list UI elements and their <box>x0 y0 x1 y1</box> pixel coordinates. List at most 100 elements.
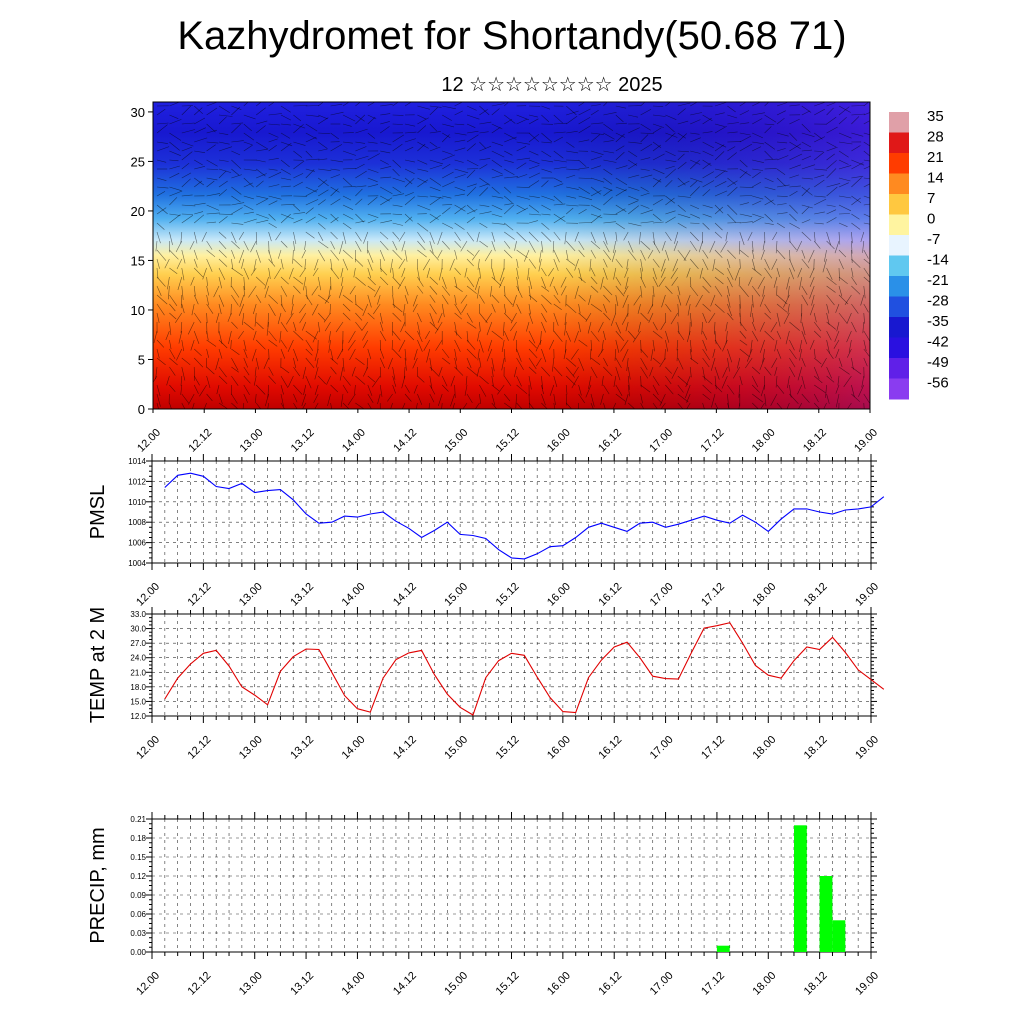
wind-barb <box>699 267 703 279</box>
wind-barb <box>565 339 567 353</box>
wind-barb <box>801 132 815 137</box>
wind-barb <box>176 258 183 270</box>
wind-barb <box>305 150 313 158</box>
wind-barb <box>169 102 180 107</box>
wind-barb <box>603 285 613 296</box>
wind-barb <box>838 195 852 199</box>
wind-barb <box>268 168 278 171</box>
wind-barb <box>590 122 604 125</box>
wind-barb <box>316 357 319 368</box>
wind-barb <box>268 249 273 264</box>
wind-barb <box>603 303 607 313</box>
wind-barb <box>541 231 552 242</box>
wind-barb <box>288 267 294 280</box>
wind-barb <box>824 249 827 262</box>
wind-barb <box>611 249 617 263</box>
wind-barb <box>590 240 601 250</box>
wind-barb <box>305 375 312 389</box>
wind-barb <box>454 174 466 179</box>
wind-barb <box>342 402 350 409</box>
wind-barb <box>851 231 853 244</box>
wind-barb <box>293 181 303 188</box>
wind-barb <box>702 213 712 218</box>
wind-barb <box>280 258 284 270</box>
wind-barb <box>590 190 602 197</box>
wind-barb <box>328 339 331 353</box>
wind-barb <box>501 339 505 353</box>
wind-barb <box>206 303 214 314</box>
wind-barb <box>541 132 553 143</box>
x-tick-label: 17.00 <box>648 734 676 762</box>
wind-barb <box>640 132 654 134</box>
wind-barb <box>702 330 708 340</box>
wind-barb <box>305 158 320 161</box>
wind-barb <box>355 155 369 161</box>
wind-barb <box>862 321 865 334</box>
wind-barb <box>838 357 843 367</box>
wind-barb <box>727 357 730 372</box>
wind-barb <box>603 312 611 321</box>
wind-barb <box>367 114 377 120</box>
wind-barb <box>379 384 383 397</box>
wind-barb <box>750 339 753 353</box>
wind-barb <box>677 357 684 370</box>
wind-barb <box>466 366 478 376</box>
wind-barb <box>425 330 431 339</box>
wind-barb <box>851 213 860 220</box>
wind-barb <box>503 321 505 336</box>
wind-barb <box>305 168 315 172</box>
wind-barb <box>377 393 381 405</box>
wind-barb <box>727 402 730 409</box>
wind-barb <box>213 285 220 298</box>
wind-barb <box>355 170 367 179</box>
wind-barb <box>590 276 598 285</box>
wind-barb <box>702 348 710 361</box>
wind-barb <box>528 114 538 118</box>
wind-barb <box>429 249 439 261</box>
colorbar-label: 14 <box>927 170 944 187</box>
wind-barb <box>528 366 537 374</box>
wind-barb <box>462 402 468 409</box>
wind-barb <box>752 168 764 171</box>
wind-barb <box>187 321 195 335</box>
wind-barb <box>305 339 314 351</box>
wind-barb <box>218 339 228 349</box>
wind-barb <box>752 146 762 152</box>
wind-barb <box>181 122 195 125</box>
wind-barb <box>553 330 563 342</box>
wind-barb <box>194 127 206 134</box>
wind-barb <box>625 321 629 332</box>
wind-barb <box>218 159 229 162</box>
wind-barb <box>670 267 679 279</box>
wind-barb <box>528 393 530 408</box>
wind-barb <box>268 113 283 116</box>
wind-barb <box>762 240 765 251</box>
wind-barb <box>231 393 238 404</box>
wind-barb <box>764 123 775 126</box>
wind-barb <box>268 102 275 107</box>
wind-barb <box>772 231 778 241</box>
wind-barb <box>380 220 393 224</box>
wind-barb <box>231 348 240 356</box>
wind-barb <box>590 330 600 342</box>
wind-barb <box>243 267 250 280</box>
wind-barb <box>838 285 843 297</box>
wind-barb <box>218 249 227 258</box>
wind-barb <box>809 285 815 299</box>
wind-barb <box>479 158 491 161</box>
wind-barb <box>153 330 158 343</box>
wind-barb <box>665 165 675 170</box>
wind-barb <box>417 321 421 335</box>
y-tick-label: 10 <box>131 303 145 318</box>
wind-barb <box>714 375 717 390</box>
wind-barb <box>660 267 666 278</box>
wind-barb <box>563 348 567 360</box>
wind-barb <box>797 366 803 381</box>
wind-barb <box>218 105 230 113</box>
wind-barb <box>366 357 369 370</box>
colorbar-swatch <box>889 173 909 195</box>
wind-barb <box>442 357 451 365</box>
wind-barb <box>367 213 379 218</box>
wind-barb <box>231 159 242 170</box>
wind-barb <box>243 366 250 376</box>
